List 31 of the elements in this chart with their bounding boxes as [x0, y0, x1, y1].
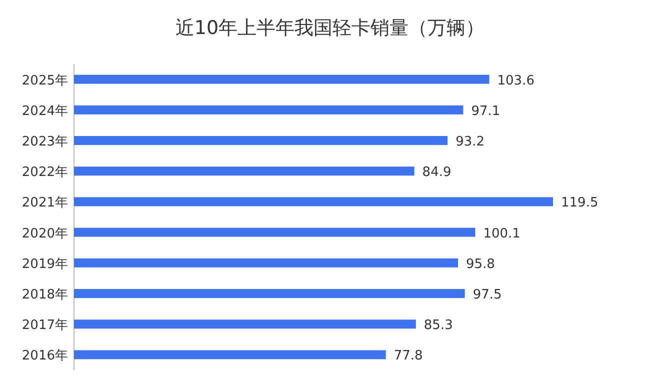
bar [74, 105, 464, 114]
chart-title: 近10年上半年我国轻卡销量（万辆） [175, 17, 485, 39]
y-tick-label: 2021年 [22, 196, 68, 211]
bar [74, 258, 458, 268]
data-label: 84.9 [422, 165, 452, 180]
bar [74, 136, 448, 145]
y-tick-label: 2019年 [22, 256, 68, 272]
bar [74, 350, 386, 360]
y-tick-label: 2025年 [22, 73, 68, 88]
bar [74, 74, 490, 84]
data-label: 119.5 [561, 196, 598, 211]
data-label: 97.5 [472, 288, 502, 302]
y-tick-label: 2018年 [22, 288, 68, 302]
y-tick-label: 2016年 [22, 348, 68, 364]
y-tick-label: 2024年 [22, 104, 68, 119]
data-label: 93.2 [456, 134, 485, 150]
bar [74, 228, 476, 237]
bar [74, 197, 553, 206]
data-label: 95.8 [466, 256, 495, 272]
bar [74, 320, 416, 329]
bar [74, 289, 465, 298]
data-label: 103.6 [497, 73, 534, 88]
data-label: 77.8 [394, 348, 423, 364]
y-tick-label: 2023年 [22, 134, 68, 150]
data-label: 100.1 [483, 226, 520, 242]
y-tick-label: 2017年 [22, 318, 68, 334]
data-label: 85.3 [424, 318, 453, 334]
y-tick-label: 2020年 [22, 226, 68, 242]
y-tick-label: 2022年 [22, 165, 68, 180]
bar [74, 166, 414, 176]
data-label: 97.1 [471, 104, 500, 119]
